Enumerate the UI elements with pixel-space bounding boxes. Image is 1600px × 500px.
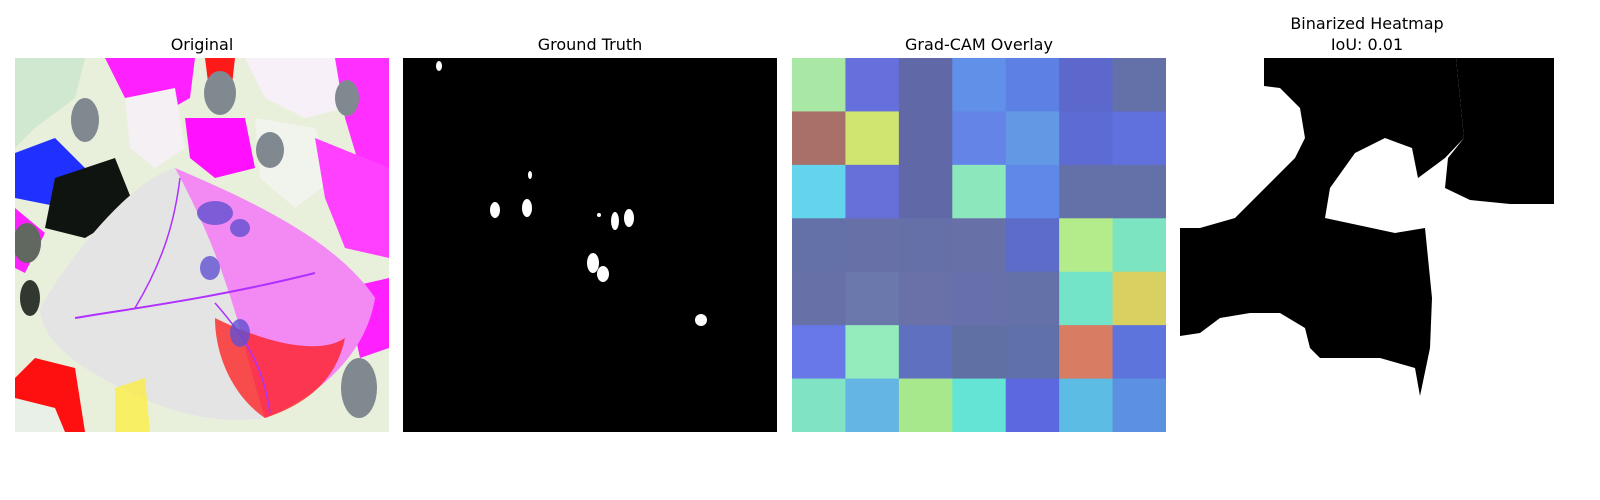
gradcam-cell [1112,58,1166,112]
gradcam-cell [1059,164,1114,219]
gradcam-cell [1059,378,1114,432]
gradcam-cell [792,325,846,380]
gradcam-cell [952,325,1007,380]
gradcam-cell [792,111,846,166]
gradcam-cell [898,218,953,273]
gradcam-cell [952,218,1007,273]
original-image-panel [15,58,389,432]
gradcam-cell [898,325,953,380]
gradcam-cell [898,378,953,432]
gradcam-cell [792,164,846,219]
gradcam-cell [845,378,900,432]
binarized-heatmap-panel [1180,58,1554,432]
gradcam-cell [952,164,1007,219]
gradcam-cell [1112,218,1166,273]
gradcam-cell [845,58,900,112]
ground-truth-mask [403,58,777,432]
gradcam-cell [1112,271,1166,326]
original-leaf-image [15,58,389,432]
gradcam-cell [1005,271,1060,326]
gradcam-cell [1005,164,1060,219]
gradcam-cell [845,271,900,326]
gradcam-cell [1059,325,1114,380]
panel-title-gradcam: Grad-CAM Overlay [905,35,1053,54]
panel-title-ground-truth: Ground Truth [537,35,643,54]
gradcam-cell [1112,325,1166,380]
gradcam-cell [1112,378,1166,432]
panel-title-original: Original [170,35,234,54]
gradcam-cell [1005,111,1060,166]
gradcam-cell [845,164,900,219]
panel-subtitle-iou: IoU: 0.01 [1330,35,1404,54]
gradcam-cell [1112,111,1166,166]
gradcam-cell [1059,58,1114,112]
gradcam-cell [1112,164,1166,219]
gradcam-cell [952,271,1007,326]
gradcam-cell [1059,271,1114,326]
binarized-heatmap-mask [1180,58,1554,432]
gradcam-cell [898,164,953,219]
panel-title-binarized: Binarized Heatmap [1290,14,1444,33]
gradcam-cell [845,218,900,273]
gradcam-overlay-panel [792,58,1166,432]
gradcam-cell [898,111,953,166]
gradcam-cell [792,271,846,326]
gradcam-cell [952,378,1007,432]
gradcam-cell [952,58,1007,112]
gradcam-cell [952,111,1007,166]
gradcam-cell [1059,111,1114,166]
gradcam-cell [1005,58,1060,112]
gradcam-cell [792,218,846,273]
gradcam-cell [898,58,953,112]
gradcam-cell [792,58,846,112]
gradcam-cell [1005,378,1060,432]
ground-truth-panel [403,58,777,432]
gradcam-cell [1005,325,1060,380]
gradcam-cell [1059,218,1114,273]
gradcam-cell [845,111,900,166]
gradcam-cell [845,325,900,380]
gradcam-cell [898,271,953,326]
gradcam-cell [1005,218,1060,273]
gradcam-heatmap-grid [792,58,1166,432]
gradcam-cell [792,378,846,432]
